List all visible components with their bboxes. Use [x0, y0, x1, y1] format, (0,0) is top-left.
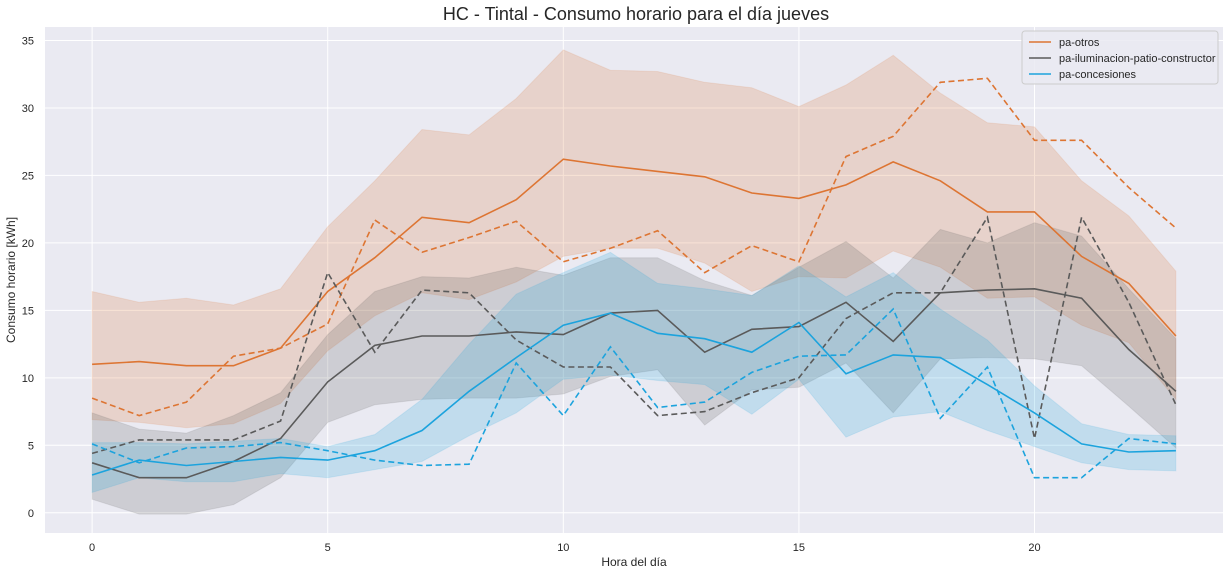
x-tick-label: 5 [325, 542, 331, 554]
confidence-bands [91, 49, 1177, 515]
x-axis-label: Hora del día [601, 555, 667, 569]
series-line [91, 312, 1176, 476]
legend: pa-otros pa-iluminacion-patio-constructor… [1021, 30, 1219, 85]
series-lines [91, 77, 1177, 479]
confidence-band [91, 49, 1177, 429]
chart-title: HC - Tintal - Consumo horario para el dí… [443, 4, 829, 24]
dashed-series-line [91, 307, 1176, 479]
confidence-band [91, 251, 1177, 494]
y-axis-label: Consumo horario [kWh] [4, 217, 18, 343]
y-tick-label: 0 [28, 508, 34, 520]
legend-box [1021, 30, 1219, 85]
legend-label: pa-iluminacion-patio-constructor [1059, 53, 1216, 65]
dashed-series-line [91, 215, 1177, 455]
y-tick-labels: 0 5 10 15 20 25 30 35 [22, 35, 34, 519]
plot-area [45, 27, 1223, 533]
x-tick-label: 0 [89, 542, 95, 554]
grid [45, 27, 1223, 533]
x-tick-labels: 0 5 10 15 20 [89, 542, 1041, 554]
y-tick-label: 5 [28, 440, 34, 452]
dashed-series-line [91, 77, 1177, 417]
y-tick-label: 15 [22, 305, 34, 317]
y-tick-label: 20 [22, 238, 34, 250]
confidence-band [91, 222, 1177, 515]
x-tick-label: 20 [1028, 542, 1040, 554]
x-tick-label: 10 [557, 542, 569, 554]
y-tick-label: 25 [22, 170, 34, 182]
legend-label: pa-concesiones [1059, 69, 1137, 81]
series-line [92, 158, 1177, 367]
x-tick-label: 15 [793, 542, 805, 554]
series-line [91, 287, 1177, 479]
y-tick-label: 30 [22, 103, 34, 115]
legend-label: pa-otros [1059, 37, 1100, 49]
y-tick-label: 35 [22, 35, 34, 47]
y-tick-label: 10 [22, 373, 34, 385]
